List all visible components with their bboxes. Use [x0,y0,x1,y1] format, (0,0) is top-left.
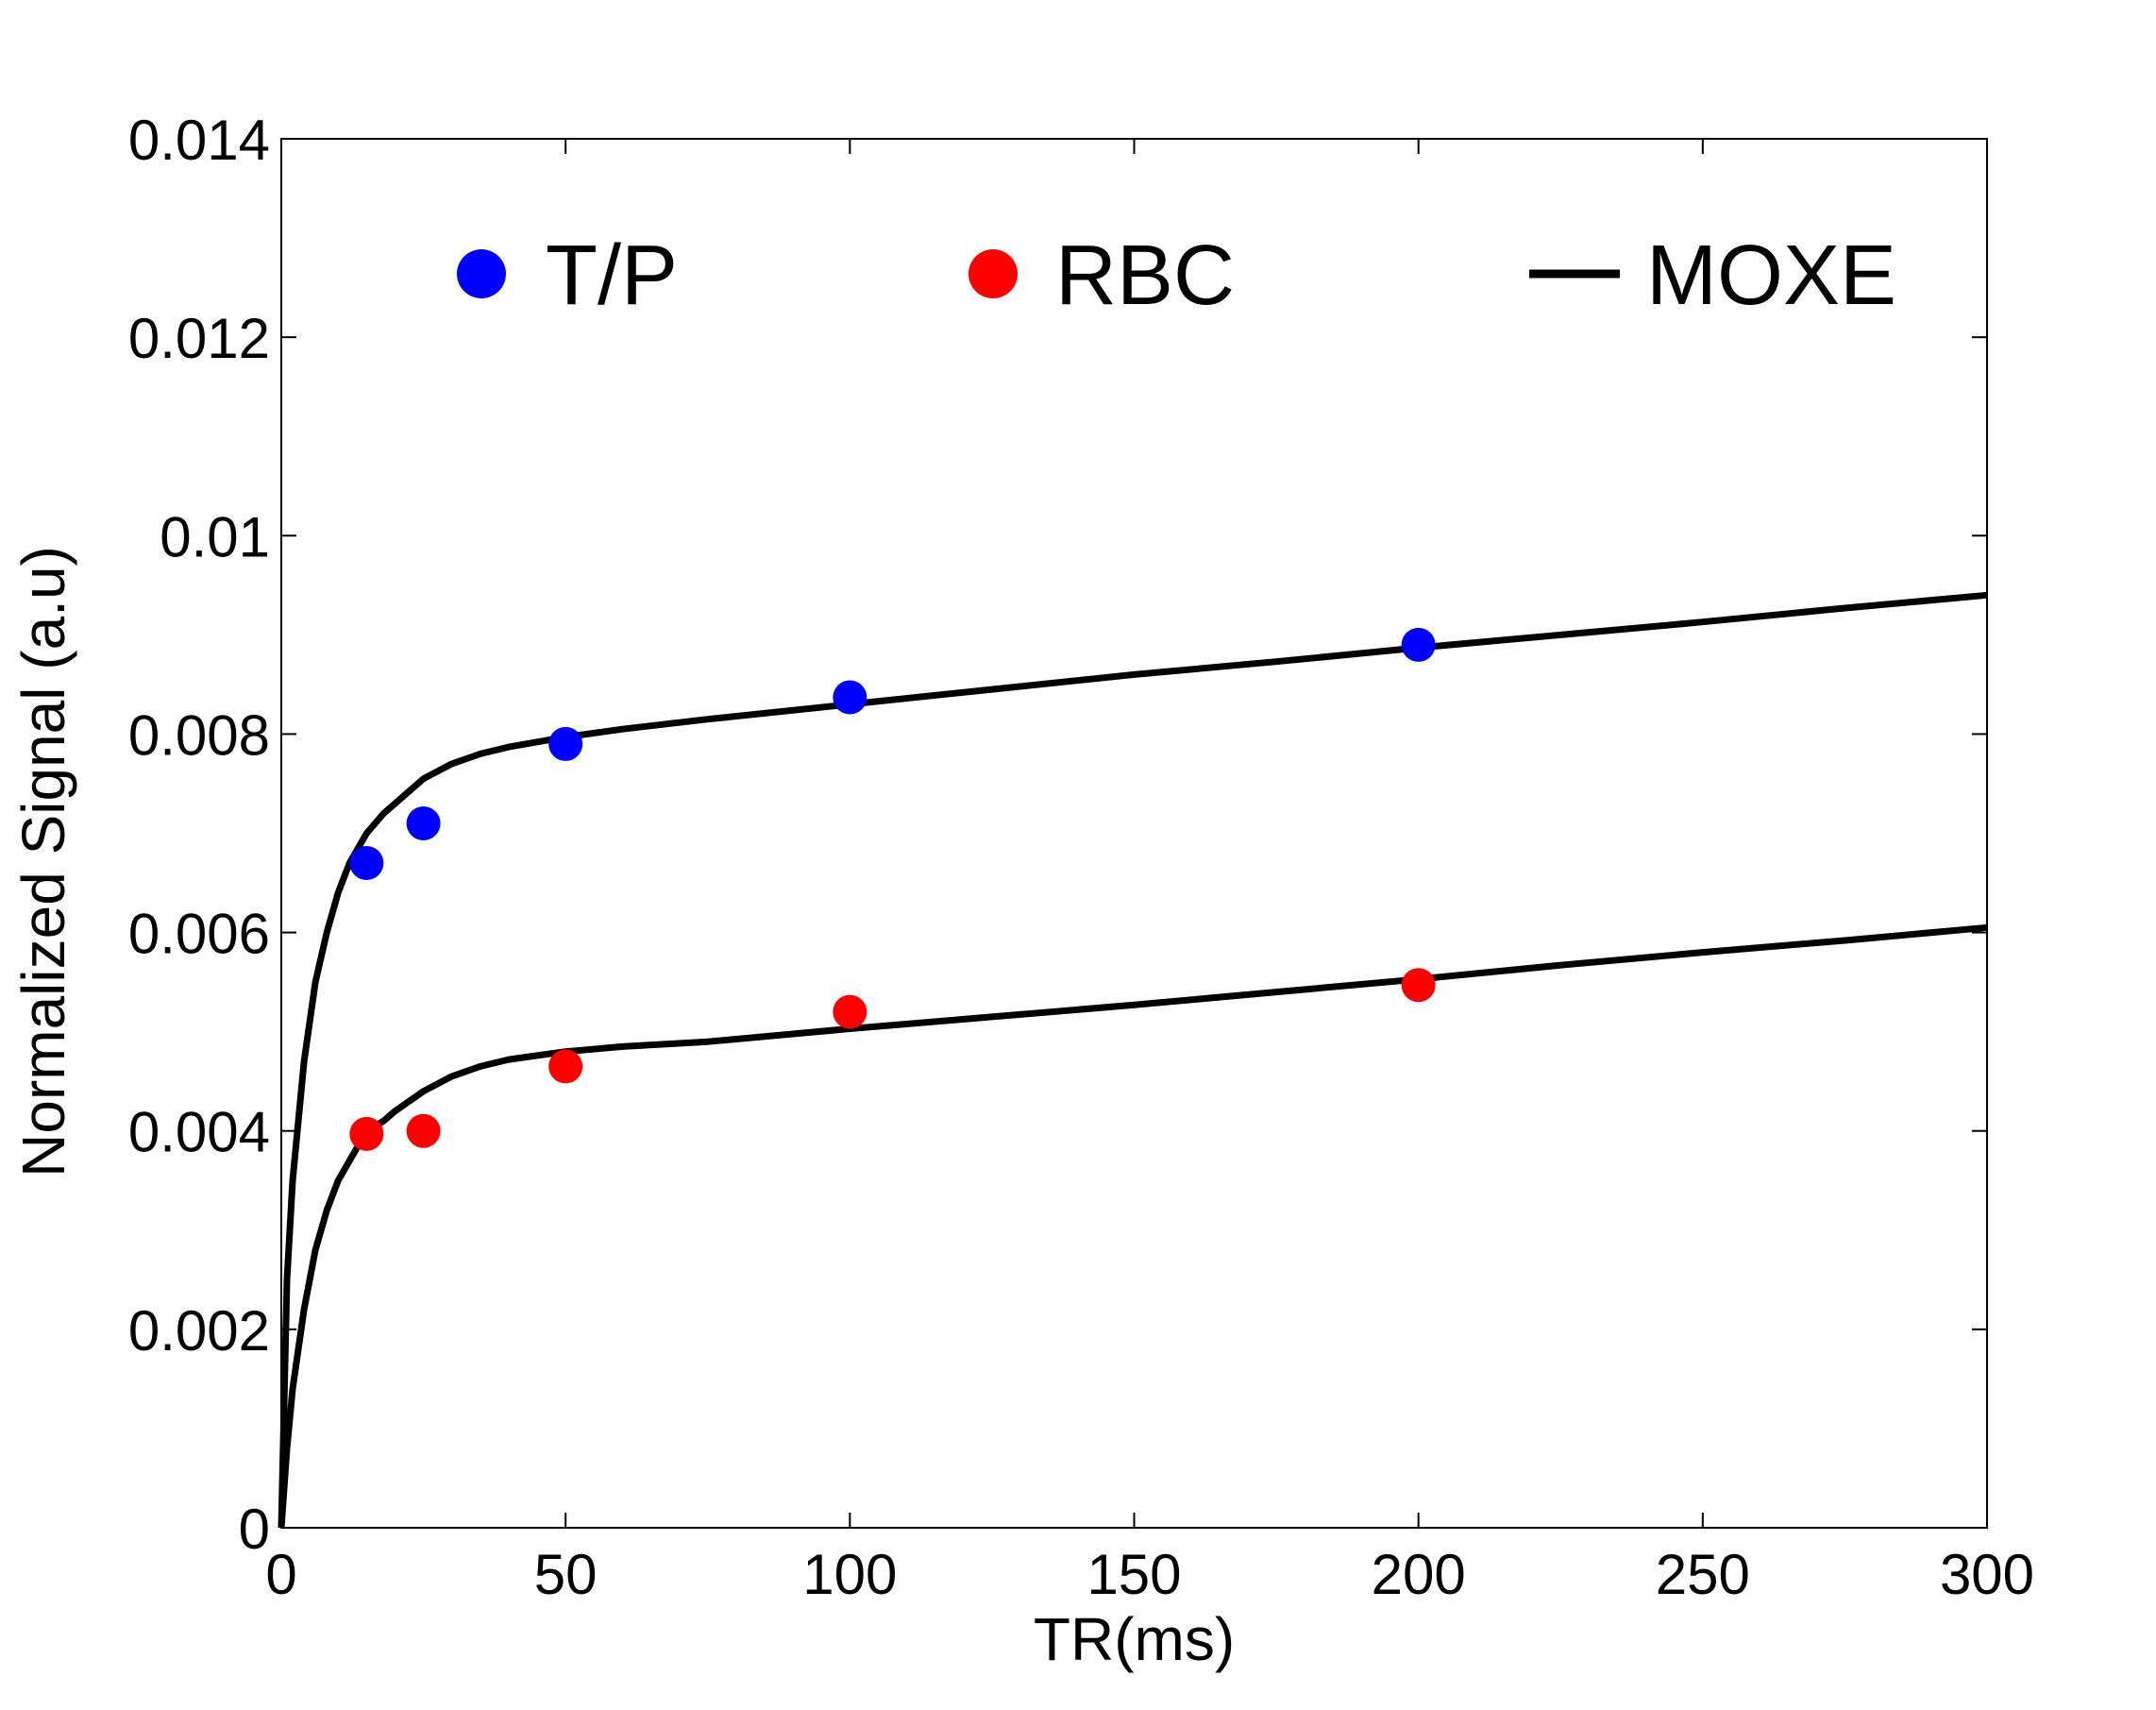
rbc-point [1401,968,1436,1003]
moxe-curve [278,591,1988,1529]
y-tick-label: 0.012 [128,307,270,370]
t-p-point [406,805,441,840]
x-tick-label: 100 [802,1543,897,1606]
y-axis-ticks: 0 0.002 0.004 0.006 0.008 0.01 0.012 0.014 [128,109,1987,1561]
legend-t-p-marker [457,249,506,298]
legend-rbc-marker [969,249,1018,298]
rbc-point [406,1113,441,1148]
x-tick-label: 0 [265,1543,296,1606]
legend: T/P RBC MOXE [457,229,1896,323]
x-axis-title: TR(ms) [1034,1605,1235,1673]
t-p-point [548,726,583,761]
data-points [349,627,1436,1151]
y-tick-label: 0.008 [128,703,270,767]
y-tick-label: 0 [239,1498,270,1561]
x-tick-label: 300 [1940,1543,2034,1606]
y-axis-title: Normalized Signal (a.u) [9,546,77,1177]
x-tick-label: 250 [1656,1543,1750,1606]
rbc-point [833,994,867,1029]
y-tick-label: 0.004 [128,1101,270,1164]
t-p-point [1401,627,1436,662]
rbc-point [548,1049,583,1084]
x-tick-label: 200 [1372,1543,1466,1606]
legend-t-p-label: T/P [546,229,678,323]
legend-rbc-label: RBC [1055,229,1235,323]
y-tick-label: 0.002 [128,1299,270,1363]
t-p-point [349,846,384,881]
x-tick-label: 150 [1086,1543,1181,1606]
rbc-point [349,1116,384,1151]
moxe-curves [278,591,1988,1529]
y-tick-label: 0.006 [128,903,270,966]
y-tick-label: 0.01 [160,505,270,568]
x-axis-ticks: 0 50 100 150 200 250 300 [265,139,2034,1606]
x-tick-label: 50 [534,1543,598,1606]
y-tick-label: 0.014 [128,109,270,172]
plot-frame [280,138,1988,1529]
legend-moxe-label: MOXE [1646,229,1896,323]
t-p-point [833,680,867,715]
moxe-curve [278,923,1988,1529]
